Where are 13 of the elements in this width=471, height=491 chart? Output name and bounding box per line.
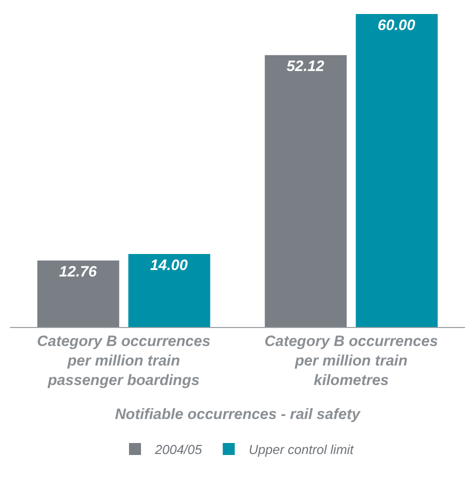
x-tick-label: Category B occurrences per million train passenger boardings [37,333,210,389]
x-axis-title: Notifiable occurrences - rail safety [114,406,361,423]
data-label: 52.12 [286,58,325,76]
bar [128,254,210,327]
legend-label: 2004/05 [154,442,203,458]
legend-label: Upper control limit [248,442,355,458]
bar [37,260,120,327]
bar [356,14,438,327]
data-label: 60.00 [378,17,416,34]
data-label: 14.00 [150,256,188,274]
x-tick-label: Category B occurrences per million train kilometres [264,333,438,389]
bar [264,55,347,327]
data-label: 12.76 [59,263,98,280]
